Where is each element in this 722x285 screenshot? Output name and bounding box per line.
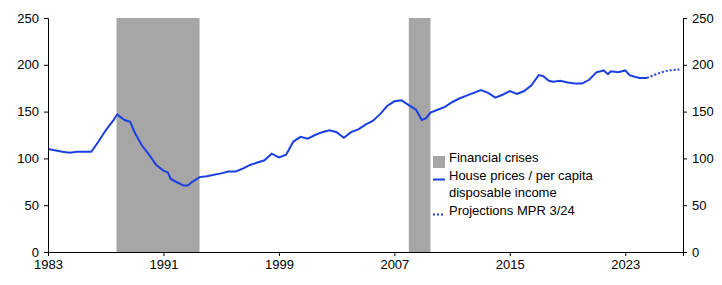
tick: 2015 <box>496 252 525 272</box>
tick-mark <box>683 18 687 19</box>
legend-label: Projections MPR 3/24 <box>449 203 575 218</box>
tick-label: 150 <box>17 104 39 119</box>
chart: 1983199119992007201520230501001502002500… <box>0 0 722 285</box>
axis-line <box>684 19 688 253</box>
tick-label: 50 <box>25 198 39 213</box>
tick: 100 <box>17 151 48 166</box>
tick-label: 250 <box>17 11 39 26</box>
legend-item: Projections MPR 3/24 <box>433 203 575 218</box>
tick-mark <box>625 252 626 256</box>
tick-mark <box>44 112 48 113</box>
tick-label: 2007 <box>380 257 409 272</box>
tick-mark <box>683 205 687 206</box>
tick-mark <box>683 252 687 253</box>
tick-mark <box>683 158 687 159</box>
tick: 2007 <box>380 252 409 272</box>
tick-mark <box>683 65 687 66</box>
tick-mark <box>279 252 280 256</box>
tick-label: 2015 <box>496 257 525 272</box>
axis-line <box>49 253 684 257</box>
tick: 250 <box>17 11 48 26</box>
tick: 200 <box>17 57 48 72</box>
legend-label: Financial crises <box>449 150 539 165</box>
x-axis: 198319911999200720152023 <box>34 252 683 272</box>
tick-mark <box>44 205 48 206</box>
data-line <box>647 69 679 77</box>
legend-item: Financial crises <box>433 150 539 168</box>
tick-mark <box>683 112 687 113</box>
tick-label: 1999 <box>265 257 294 272</box>
axis-line <box>44 19 49 253</box>
tick-label: 50 <box>692 198 706 213</box>
legend-swatch <box>433 179 445 181</box>
plot-area <box>48 18 679 252</box>
tick-mark <box>44 158 48 159</box>
y2-axis: 0 50 100 150 200 250 <box>683 11 714 260</box>
tick-label: 2023 <box>611 257 640 272</box>
legend-label: House prices / per capitadisposable inco… <box>449 168 594 201</box>
legend-swatch <box>433 156 445 168</box>
tick: 1991 <box>149 252 178 272</box>
tick: 200 <box>683 57 714 72</box>
tick: 250 <box>683 11 714 26</box>
y-axis: 0 50 100 150 200 250 <box>17 11 48 260</box>
tick: 100 <box>683 151 714 166</box>
tick-label: 150 <box>692 104 714 119</box>
tick-label: 200 <box>17 57 39 72</box>
tick-mark <box>44 252 48 253</box>
legend: Financial crises House prices / per capit… <box>433 150 594 218</box>
tick: 50 <box>25 198 48 213</box>
tick-label: 200 <box>692 57 714 72</box>
tick-label: 250 <box>692 11 714 26</box>
tick: 1999 <box>265 252 294 272</box>
tick: 150 <box>683 104 714 119</box>
tick: 2023 <box>611 252 640 272</box>
tick: 0 <box>32 245 48 260</box>
tick-mark <box>163 252 164 256</box>
tick-mark <box>510 252 511 256</box>
tick-mark <box>44 65 48 66</box>
tick-mark <box>394 252 395 256</box>
tick: 0 <box>683 245 699 260</box>
crisis-span <box>117 18 200 252</box>
crisis-span <box>409 18 431 252</box>
tick-label: 1991 <box>149 257 178 272</box>
tick-label: 0 <box>32 245 39 260</box>
tick-label: 100 <box>692 151 714 166</box>
tick: 50 <box>683 198 706 213</box>
legend-item: House prices / per capitadisposable inco… <box>433 168 594 201</box>
legend-swatch <box>433 214 445 216</box>
data-line <box>48 70 647 185</box>
tick-label: 100 <box>17 151 39 166</box>
tick: 150 <box>17 104 48 119</box>
tick-mark <box>44 18 48 19</box>
tick-label: 0 <box>692 245 699 260</box>
